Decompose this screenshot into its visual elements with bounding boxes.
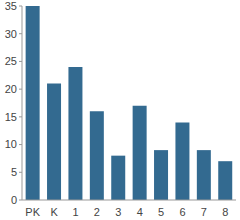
svg-text:10: 10 xyxy=(8,138,17,150)
svg-text:2: 2 xyxy=(94,206,100,218)
svg-text:K: K xyxy=(50,206,58,218)
svg-text:6: 6 xyxy=(179,206,185,218)
svg-text:5: 5 xyxy=(158,206,164,218)
svg-text:PK: PK xyxy=(25,206,40,218)
svg-text:25: 25 xyxy=(8,55,17,67)
svg-text:35: 35 xyxy=(8,0,17,12)
svg-text:30: 30 xyxy=(8,28,17,40)
svg-text:0: 0 xyxy=(11,194,17,206)
svg-text:15: 15 xyxy=(8,111,17,123)
svg-text:1: 1 xyxy=(72,206,78,218)
svg-text:20: 20 xyxy=(8,83,17,95)
svg-text:7: 7 xyxy=(201,206,207,218)
svg-text:3: 3 xyxy=(115,206,121,218)
svg-text:8: 8 xyxy=(222,206,228,218)
svg-text:4: 4 xyxy=(137,206,143,218)
svg-text:5: 5 xyxy=(11,166,17,178)
